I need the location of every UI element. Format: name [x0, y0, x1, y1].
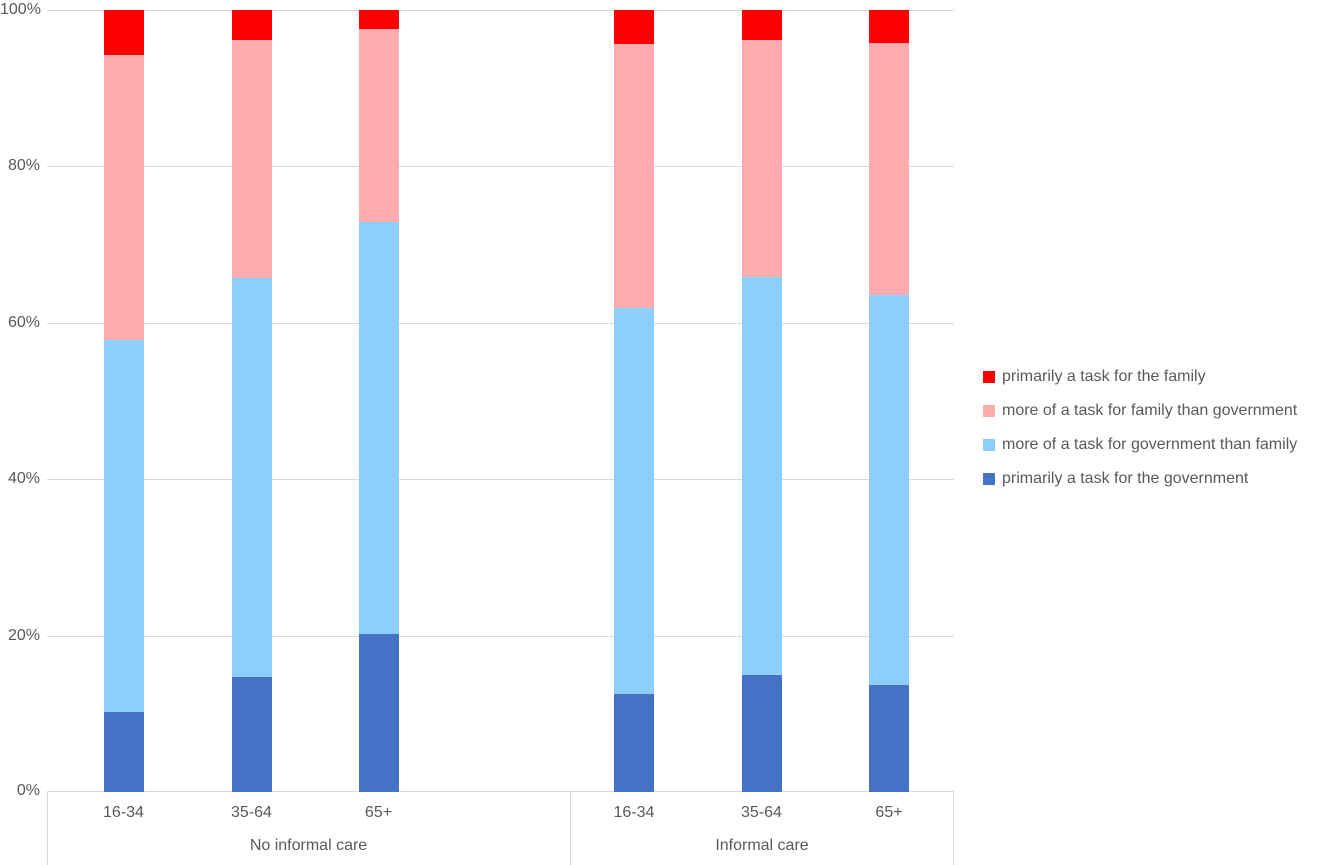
y-axis-tick-label: 40% [7, 470, 40, 487]
bar3-segment-primarily-a-task-for-the-government [358, 634, 399, 792]
bar5-segment-primarily-a-task-for-the-government [741, 674, 782, 792]
bar5-segment-primarily-a-task-for-the-family [741, 10, 782, 40]
x-axis-category-label: 65+ [364, 804, 393, 821]
plot-area [47, 10, 954, 792]
axis-frame-line [47, 792, 48, 865]
bar4-segment-more-of-a-task-for-government-than-family [614, 307, 654, 695]
bar5-segment-more-of-a-task-for-government-than-family [741, 276, 782, 675]
bar6-segment-primarily-a-task-for-the-family [869, 10, 909, 43]
y-axis-tick-label: 20% [7, 627, 40, 644]
x-axis-group-label: Informal care [715, 837, 809, 854]
legend-swatch [983, 439, 995, 451]
bar6-segment-more-of-a-task-for-government-than-family [869, 294, 909, 685]
bar6-segment-more-of-a-task-for-family-than-government [869, 42, 909, 295]
bar1-segment-primarily-a-task-for-the-family [103, 10, 144, 56]
legend-swatch [983, 473, 995, 485]
bar1-segment-more-of-a-task-for-family-than-government [103, 55, 144, 340]
y-axis: 0% 20% 40% 60% 80% 100% [0, 1, 41, 799]
legend-item: primarily a task for the government [983, 468, 1297, 490]
y-axis-tick-label: 80% [7, 157, 40, 174]
x-axis-category-label: 16-34 [103, 804, 144, 821]
legend-label: primarily a task for the government [1002, 470, 1249, 487]
group-divider-line [570, 792, 571, 865]
x-axis-category-label: 35-64 [231, 804, 272, 821]
legend-item: more of a task for government than famil… [983, 434, 1297, 456]
y-axis-tick-label: 60% [7, 314, 40, 331]
x-axis-category-label: 35-64 [741, 804, 782, 821]
gridline-80pct [47, 166, 954, 167]
bar2-segment-more-of-a-task-for-family-than-government [231, 39, 272, 279]
x-axis: 16-34 35-64 65+ 16-34 35-64 65+ No informal ca… [47, 792, 954, 865]
bar2-segment-more-of-a-task-for-government-than-family [231, 278, 272, 677]
bar3-segment-more-of-a-task-for-family-than-government [358, 28, 399, 222]
bar5-segment-more-of-a-task-for-family-than-government [741, 39, 782, 277]
legend-label: more of a task for government than famil… [1002, 436, 1298, 453]
legend-item: more of a task for family than governmen… [983, 400, 1297, 422]
gridline-40pct [47, 479, 954, 480]
y-axis-tick-label: 0% [16, 782, 40, 799]
bar4-segment-primarily-a-task-for-the-family [614, 10, 654, 44]
bar1-segment-more-of-a-task-for-government-than-family [103, 340, 144, 712]
gridline-20pct [47, 636, 954, 637]
bar2-segment-primarily-a-task-for-the-family [231, 10, 272, 40]
gridline-0pct [47, 791, 954, 792]
gridline-60pct [47, 323, 954, 324]
bar3-segment-primarily-a-task-for-the-family [358, 10, 399, 29]
legend-swatch [983, 405, 995, 417]
y-axis-tick-label: 100% [0, 1, 41, 18]
legend-item: primarily a task for the family [983, 366, 1297, 388]
legend-label: primarily a task for the family [1002, 368, 1206, 385]
bar4-segment-more-of-a-task-for-family-than-government [614, 43, 654, 308]
gridline-100pct [47, 10, 954, 11]
bar1-segment-primarily-a-task-for-the-government [103, 711, 144, 792]
axis-frame-line [953, 792, 954, 865]
bar2-segment-primarily-a-task-for-the-government [231, 677, 272, 792]
bar3-segment-more-of-a-task-for-government-than-family [358, 221, 399, 634]
legend-swatch [983, 371, 995, 383]
x-axis-group-label: No informal care [249, 837, 368, 854]
x-axis-category-label: 16-34 [613, 804, 655, 821]
x-axis-category-label: 65+ [875, 804, 903, 821]
legend: primarily a task for the family more of a… [983, 366, 1297, 502]
bar6-segment-primarily-a-task-for-the-government [869, 684, 909, 792]
legend-label: more of a task for family than governmen… [1002, 402, 1298, 419]
bar4-segment-primarily-a-task-for-the-government [614, 694, 654, 792]
